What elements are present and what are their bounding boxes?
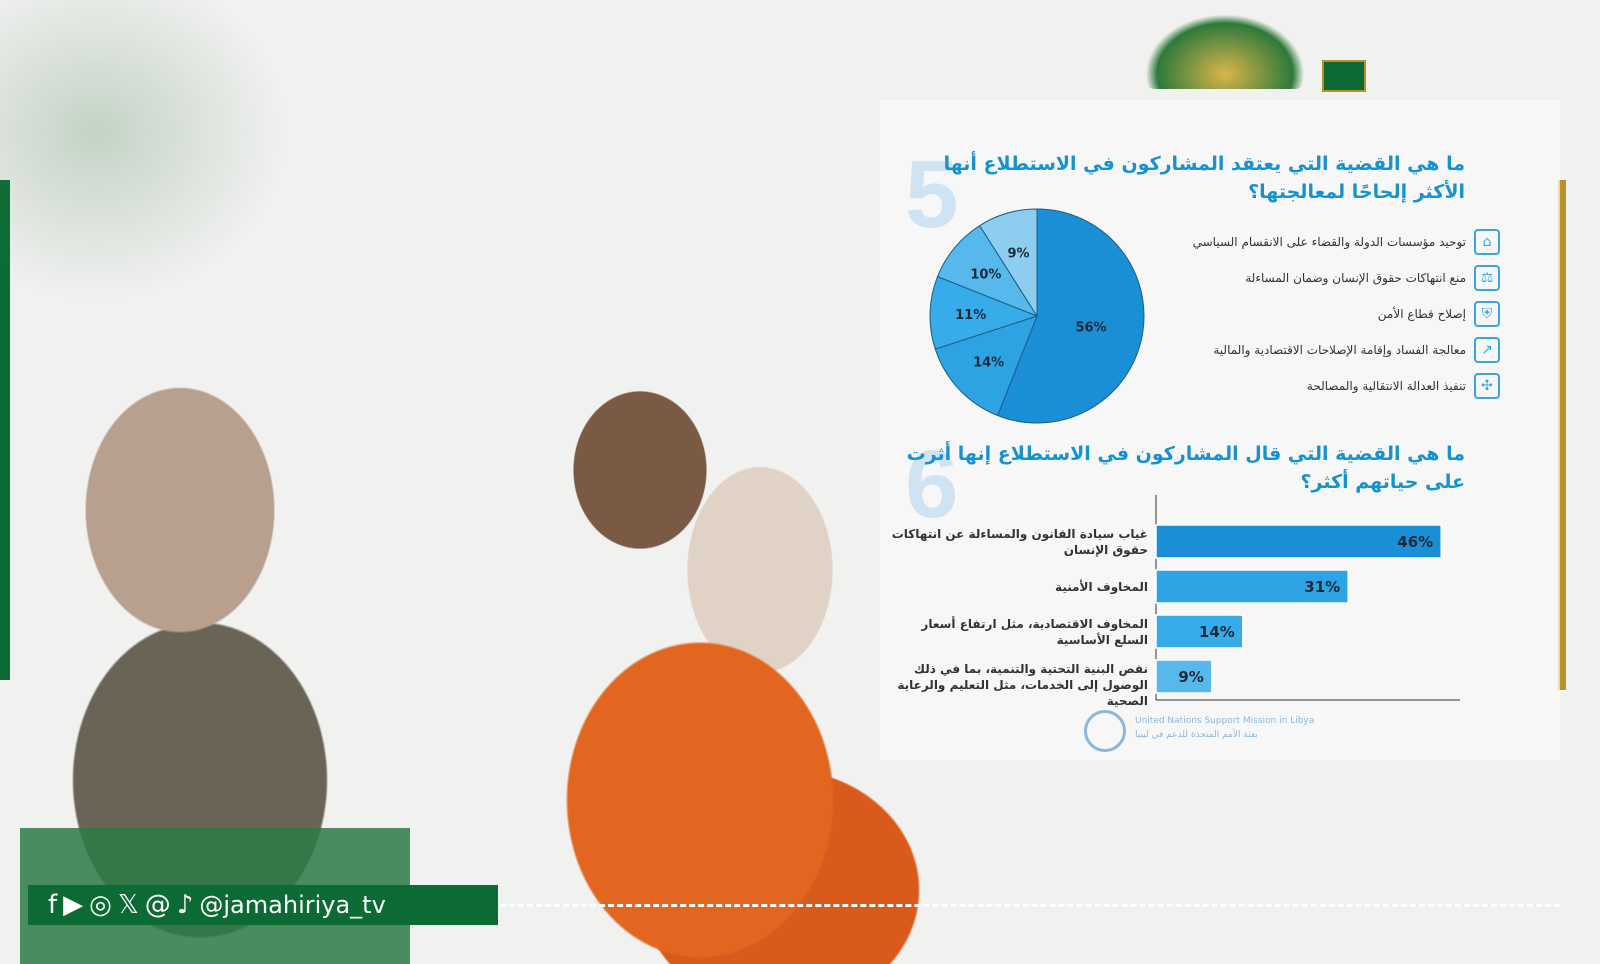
bar-value-label: 9% xyxy=(1178,668,1203,686)
dashed-divider xyxy=(500,904,1560,907)
pie-legend: ⌂ توحيد مؤسسات الدولة والقضاء على الانقسا… xyxy=(1170,224,1500,404)
pie-slice-label: 9% xyxy=(1007,246,1029,261)
un-org-en: United Nations Support Mission in Libya xyxy=(1135,716,1315,726)
legend-item: ⛨ إصلاح قطاع الأمن xyxy=(1170,296,1500,332)
un-emblem-icon xyxy=(1084,710,1126,752)
legend-item: ⚖ منع انتهاكات حقوق الإنسان وضمان المساءل… xyxy=(1170,260,1500,296)
pie-slice-label: 10% xyxy=(970,268,1001,283)
legend-label: توحيد مؤسسات الدولة والقضاء على الانقسام… xyxy=(1192,235,1466,249)
legend-item: ✣ تنفيذ العدالة الانتقالية والمصالحة xyxy=(1170,368,1500,404)
facebook-icon[interactable]: f xyxy=(48,890,58,920)
q6-title: ما هي القضية التي قال المشاركون في الاست… xyxy=(906,443,1465,493)
bar-value-label: 46% xyxy=(1397,533,1433,551)
un-org-ar: بعثة الأمم المتحدة للدعم في ليبيا xyxy=(1135,730,1258,740)
scales-icon: ⚖ xyxy=(1474,265,1500,291)
bar-value-label: 14% xyxy=(1199,623,1235,641)
growth-coins-icon: ↗ xyxy=(1474,337,1500,363)
x-icon[interactable]: 𝕏 xyxy=(117,890,139,920)
threads-icon[interactable]: @ xyxy=(144,890,171,920)
legend-label: معالجة الفساد وإقامة الإصلاحات الاقتصادي… xyxy=(1213,343,1466,357)
bar xyxy=(1155,524,1442,559)
pie-slice xyxy=(996,208,1145,424)
bar-value-label: 31% xyxy=(1304,578,1340,596)
pie-slice-label: 11% xyxy=(955,308,986,323)
legend-item: ⌂ توحيد مؤسسات الدولة والقضاء على الانقسا… xyxy=(1170,224,1500,260)
bar xyxy=(1155,614,1244,649)
pie-slice-label: 56% xyxy=(1075,320,1106,335)
legend-item: ↗ معالجة الفساد وإقامة الإصلاحات الاقتصاد… xyxy=(1170,332,1500,368)
bar xyxy=(1155,569,1349,604)
legend-label: منع انتهاكات حقوق الإنسان وضمان المساءلة xyxy=(1245,271,1466,285)
shield-icon: ⛨ xyxy=(1474,301,1500,327)
handshake-icon: ✣ xyxy=(1474,373,1500,399)
social-handle[interactable]: @jamahiriya_tv xyxy=(199,891,386,919)
instagram-icon[interactable]: ◎ xyxy=(89,890,112,920)
legend-label: إصلاح قطاع الأمن xyxy=(1377,307,1466,321)
q5-title: ما هي القضية التي يعتقد المشاركون في الا… xyxy=(943,153,1465,203)
social-bar: f ▶ ◎ 𝕏 @ ♪ @jamahiriya_tv xyxy=(28,885,498,925)
institution-icon: ⌂ xyxy=(1474,229,1500,255)
calligraphy-decoration xyxy=(0,0,320,330)
channel-logo xyxy=(1145,14,1305,89)
bar xyxy=(1155,659,1213,694)
question-number-5: 5 xyxy=(905,141,959,248)
youtube-icon[interactable]: ▶ xyxy=(63,890,84,920)
legend-label: تنفيذ العدالة الانتقالية والمصالحة xyxy=(1306,379,1466,393)
pie-slice xyxy=(978,208,1038,318)
bar-category-label: المخاوف الأمنية xyxy=(1055,580,1148,594)
bar-chart: 46% 31% 14% 9% xyxy=(1155,495,1460,701)
right-gold-stripe xyxy=(1558,180,1566,690)
tiktok-icon[interactable]: ♪ xyxy=(176,890,194,920)
logo-green-square xyxy=(1322,60,1366,92)
